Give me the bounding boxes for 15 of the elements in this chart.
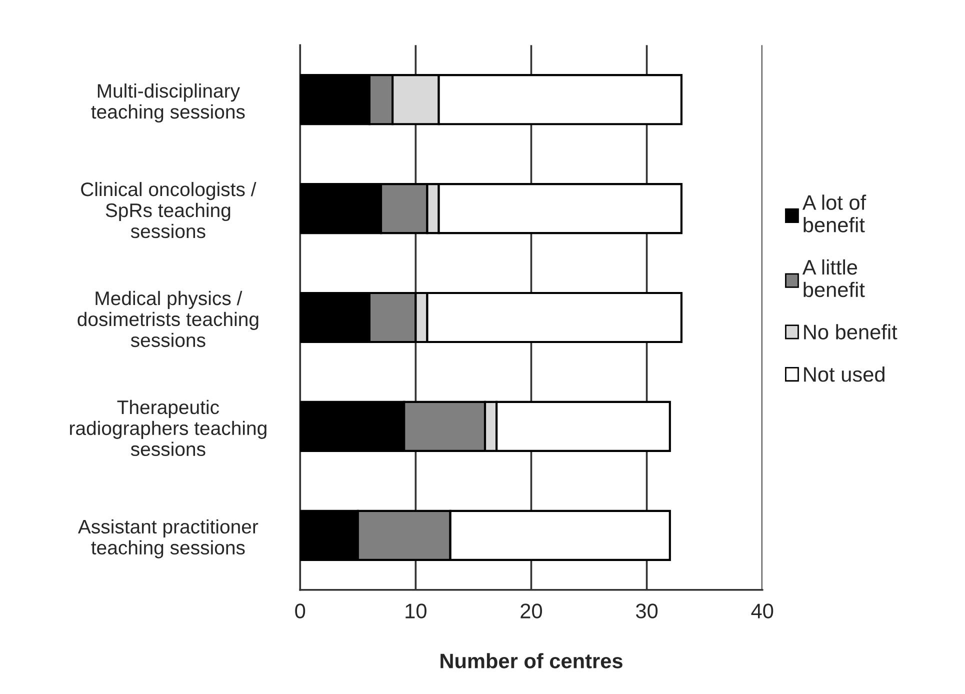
x-tick-label: 40 xyxy=(751,604,774,618)
y-tick-label: Medical physics / dosimetrists teaching sessions xyxy=(78,290,258,348)
y-tick-label: Therapeutic radiographers teaching sessions xyxy=(70,400,266,456)
y-tick-label: Assistant practitioner teaching sessions xyxy=(78,519,258,558)
y-tick-label: Multi-disciplinary teaching sessions xyxy=(91,83,245,123)
legend-label: A lot of benefit xyxy=(802,194,866,232)
x-tick-label: 20 xyxy=(520,604,542,618)
legend-label: A little benefit xyxy=(802,259,865,298)
x-tick-label: 10 xyxy=(406,604,426,618)
x-axis-title: Number of centres xyxy=(440,653,622,668)
y-tick-label: Clinical oncologists / SpRs teaching sessions xyxy=(81,182,256,238)
legend-label: No benefit xyxy=(804,324,898,340)
x-tick-label: 0 xyxy=(295,604,306,618)
x-tick-label: 30 xyxy=(636,604,658,618)
legend-label: Not used xyxy=(804,366,884,382)
